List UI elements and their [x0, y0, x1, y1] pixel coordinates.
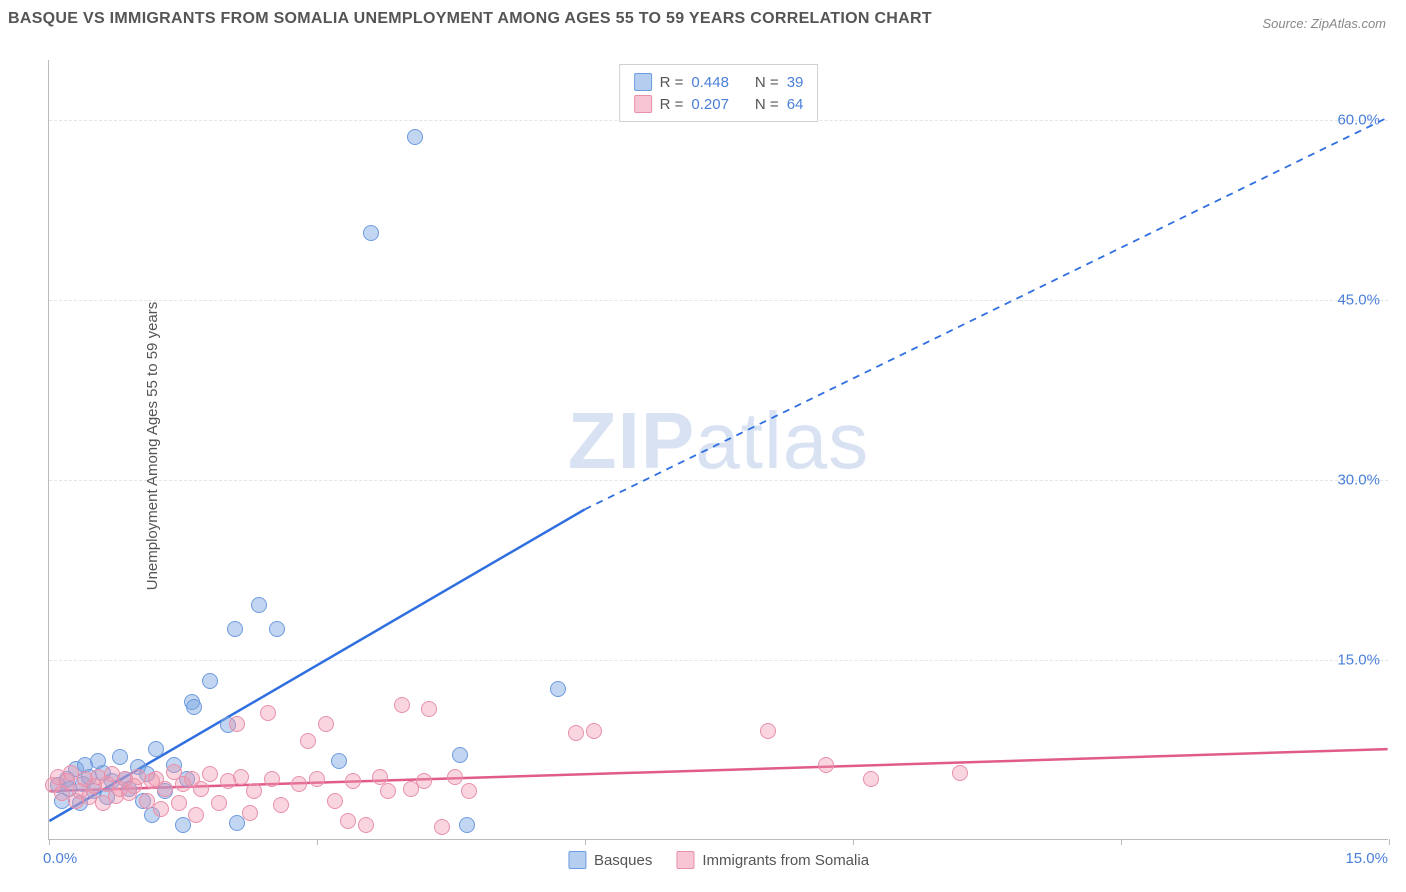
- legend-stats-row: R = 0.448 N = 39: [634, 71, 804, 93]
- scatter-point: [300, 733, 316, 749]
- scatter-point: [416, 773, 432, 789]
- scatter-point: [550, 681, 566, 697]
- scatter-point: [452, 747, 468, 763]
- watermark-bold: ZIP: [568, 395, 695, 484]
- legend-label: Basques: [594, 852, 652, 869]
- legend-swatch-somalia-icon: [676, 851, 694, 869]
- scatter-point: [363, 225, 379, 241]
- scatter-point: [863, 771, 879, 787]
- scatter-point: [461, 783, 477, 799]
- scatter-point: [345, 773, 361, 789]
- scatter-point: [309, 771, 325, 787]
- y-tick-label: 15.0%: [1337, 652, 1380, 669]
- trend-line-dashed: [585, 118, 1388, 510]
- legend-item: Basques: [568, 851, 652, 869]
- scatter-point: [251, 597, 267, 613]
- scatter-point: [434, 819, 450, 835]
- watermark-light: atlas: [695, 395, 869, 484]
- scatter-point: [586, 723, 602, 739]
- scatter-point: [952, 765, 968, 781]
- x-tick: [1389, 839, 1390, 845]
- y-tick-label: 60.0%: [1337, 112, 1380, 129]
- legend-item: Immigrants from Somalia: [676, 851, 869, 869]
- scatter-point: [264, 771, 280, 787]
- scatter-point: [372, 769, 388, 785]
- x-tick: [317, 839, 318, 845]
- scatter-point: [229, 716, 245, 732]
- scatter-point: [157, 781, 173, 797]
- legend-stats: R = 0.448 N = 39 R = 0.207 N = 64: [619, 64, 819, 122]
- chart-title: BASQUE VS IMMIGRANTS FROM SOMALIA UNEMPL…: [8, 10, 932, 28]
- scatter-point: [380, 783, 396, 799]
- scatter-point: [148, 741, 164, 757]
- gridline: [49, 660, 1388, 661]
- y-tick-label: 30.0%: [1337, 472, 1380, 489]
- x-axis-min-label: 0.0%: [43, 850, 77, 867]
- scatter-point: [291, 776, 307, 792]
- scatter-point: [202, 673, 218, 689]
- legend-n-value: 64: [787, 96, 804, 113]
- scatter-point: [153, 801, 169, 817]
- scatter-point: [818, 757, 834, 773]
- scatter-point: [407, 129, 423, 145]
- plot-area: ZIPatlas 15.0%30.0%45.0%60.0% 0.0% 15.0%…: [48, 60, 1388, 840]
- legend-r-label: R =: [660, 74, 684, 91]
- legend-r-value: 0.448: [691, 74, 729, 91]
- scatter-point: [568, 725, 584, 741]
- legend-swatch-somalia-icon: [634, 95, 652, 113]
- scatter-point: [171, 795, 187, 811]
- scatter-point: [188, 807, 204, 823]
- scatter-point: [260, 705, 276, 721]
- scatter-point: [331, 753, 347, 769]
- scatter-point: [447, 769, 463, 785]
- gridline: [49, 480, 1388, 481]
- scatter-point: [186, 699, 202, 715]
- scatter-point: [394, 697, 410, 713]
- scatter-point: [246, 783, 262, 799]
- legend-n-label: N =: [755, 96, 779, 113]
- scatter-point: [459, 817, 475, 833]
- legend-n-value: 39: [787, 74, 804, 91]
- legend-swatch-basques-icon: [568, 851, 586, 869]
- source-label: Source: ZipAtlas.com: [1262, 16, 1386, 31]
- scatter-point: [193, 781, 209, 797]
- legend-swatch-basques-icon: [634, 73, 652, 91]
- scatter-point: [269, 621, 285, 637]
- x-axis-max-label: 15.0%: [1345, 850, 1388, 867]
- scatter-point: [112, 749, 128, 765]
- legend-r-label: R =: [660, 96, 684, 113]
- x-tick: [585, 839, 586, 845]
- scatter-point: [327, 793, 343, 809]
- scatter-point: [318, 716, 334, 732]
- x-tick: [1121, 839, 1122, 845]
- legend-n-label: N =: [755, 74, 779, 91]
- scatter-point: [760, 723, 776, 739]
- legend-series: Basques Immigrants from Somalia: [568, 851, 869, 869]
- y-tick-label: 45.0%: [1337, 292, 1380, 309]
- scatter-point: [358, 817, 374, 833]
- scatter-point: [202, 766, 218, 782]
- trend-lines: [49, 60, 1388, 839]
- scatter-point: [421, 701, 437, 717]
- x-tick: [853, 839, 854, 845]
- x-tick: [49, 839, 50, 845]
- scatter-point: [211, 795, 227, 811]
- legend-stats-row: R = 0.207 N = 64: [634, 93, 804, 115]
- legend-label: Immigrants from Somalia: [702, 852, 869, 869]
- scatter-point: [233, 769, 249, 785]
- gridline: [49, 300, 1388, 301]
- scatter-point: [229, 815, 245, 831]
- scatter-point: [242, 805, 258, 821]
- scatter-point: [227, 621, 243, 637]
- legend-r-value: 0.207: [691, 96, 729, 113]
- watermark: ZIPatlas: [568, 394, 869, 486]
- scatter-point: [340, 813, 356, 829]
- scatter-point: [273, 797, 289, 813]
